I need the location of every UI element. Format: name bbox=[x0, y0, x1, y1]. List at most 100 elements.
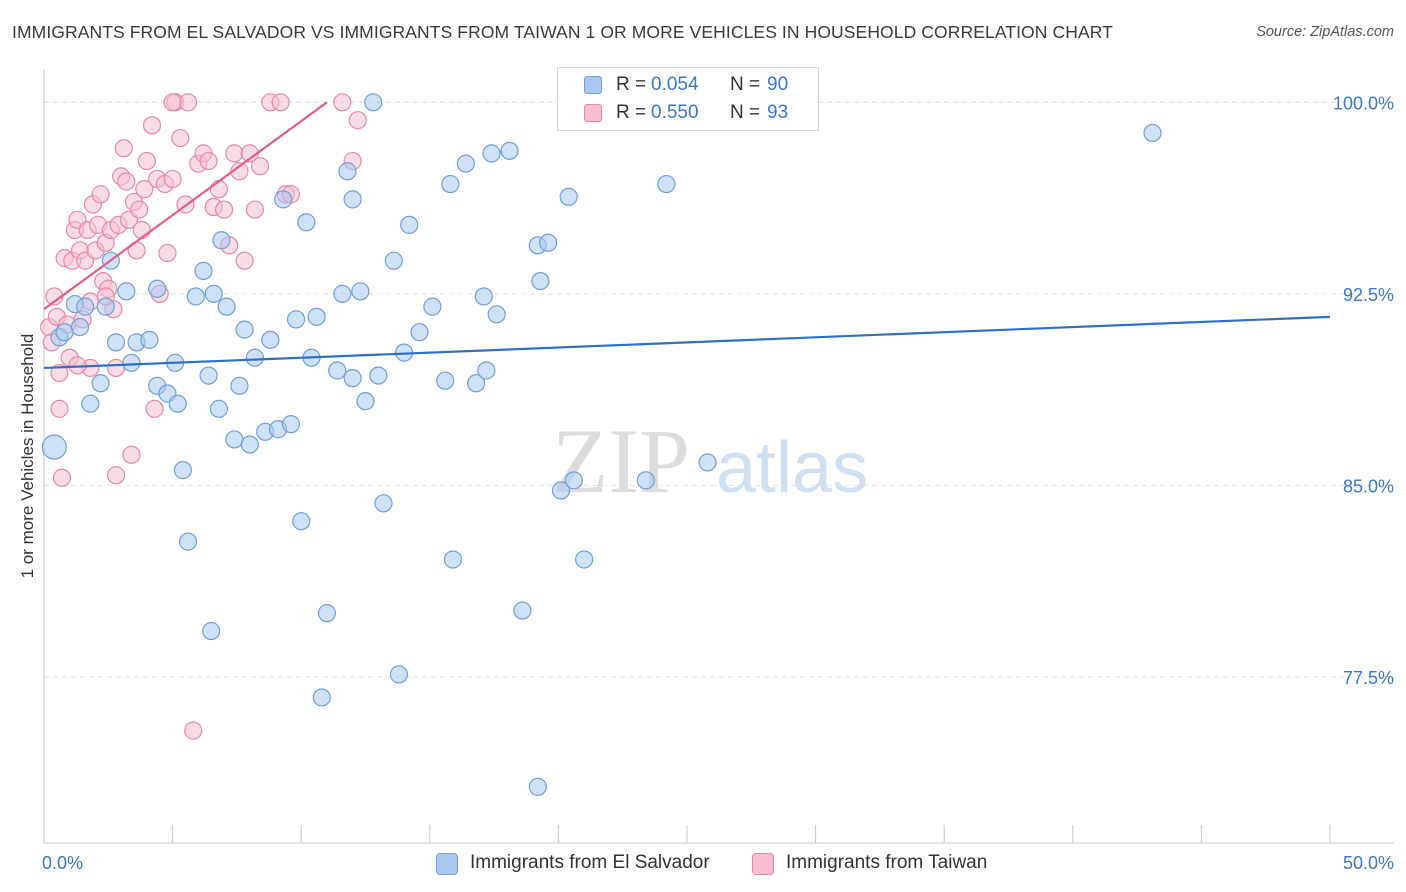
taiwan-point bbox=[114, 139, 133, 158]
taiwan-point bbox=[50, 363, 69, 383]
el-salvador-point bbox=[261, 330, 280, 349]
taiwan-point bbox=[50, 399, 69, 418]
y-tick-label: 100.0% bbox=[1333, 93, 1394, 113]
pink-swatch bbox=[584, 104, 602, 122]
taiwan-point bbox=[142, 116, 162, 135]
taiwan-point bbox=[117, 172, 136, 191]
el-salvador-point bbox=[374, 494, 393, 513]
el-salvador-point bbox=[55, 323, 74, 342]
series-taiwan-points bbox=[40, 93, 367, 740]
el-salvador-point bbox=[559, 187, 578, 206]
el-salvador-point bbox=[281, 415, 301, 434]
el-salvador-point bbox=[657, 174, 676, 194]
legend-swatch-blue bbox=[436, 853, 458, 875]
n-value-blue: 90 bbox=[767, 74, 789, 95]
el-salvador-point bbox=[338, 162, 357, 181]
el-salvador-point bbox=[477, 361, 496, 380]
watermark-zip: ZIP bbox=[552, 410, 690, 512]
el-salvador-point bbox=[217, 297, 236, 316]
trend-lines bbox=[43, 101, 1331, 370]
el-salvador-point bbox=[312, 688, 331, 707]
el-salvador-point bbox=[539, 233, 558, 252]
taiwan-point bbox=[235, 251, 254, 270]
watermark-atlas: atlas bbox=[716, 428, 868, 508]
el-salvador-point bbox=[531, 271, 550, 291]
el-salvador-point bbox=[122, 353, 141, 372]
stats-row-blue: R = 0.054 N = 90 bbox=[558, 72, 818, 100]
axes bbox=[43, 70, 1394, 844]
el-salvador-point bbox=[245, 348, 265, 367]
taiwan-point bbox=[137, 151, 156, 171]
y-tick-label: 92.5% bbox=[1343, 285, 1394, 305]
r-label: R = bbox=[616, 74, 647, 95]
y-axis-label: 1 or more Vehicles in Household bbox=[18, 334, 37, 579]
el-salvador-point bbox=[140, 330, 159, 349]
el-salvador-point bbox=[564, 471, 583, 490]
r-label: R = bbox=[616, 102, 647, 123]
el-salvador-point bbox=[230, 376, 249, 395]
x-tick-label-max: 50.0% bbox=[1343, 853, 1394, 873]
el-salvador-point bbox=[235, 320, 254, 339]
taiwan-point bbox=[271, 93, 290, 112]
taiwan-point bbox=[106, 358, 126, 378]
legend-label-el-salvador: Immigrants from El Salvador bbox=[470, 852, 710, 873]
el-salvador-point bbox=[698, 453, 717, 472]
el-salvador-point bbox=[474, 287, 493, 306]
taiwan-point bbox=[122, 445, 141, 464]
el-salvador-point bbox=[297, 213, 316, 232]
el-salvador-point bbox=[209, 399, 228, 418]
el-salvador-point bbox=[528, 777, 547, 796]
el-salvador-point bbox=[240, 435, 259, 454]
el-salvador-point bbox=[81, 394, 100, 413]
el-salvador-point bbox=[400, 215, 419, 235]
taiwan-point bbox=[145, 399, 164, 418]
el-salvador-point bbox=[117, 282, 136, 301]
taiwan-point bbox=[163, 93, 182, 112]
taiwan-point bbox=[158, 243, 177, 263]
el-salvador-point bbox=[333, 284, 352, 303]
y-tick-label: 77.5% bbox=[1343, 668, 1394, 688]
el-salvador-point bbox=[148, 279, 167, 298]
taiwan-point bbox=[348, 111, 367, 130]
el-salvador-point bbox=[199, 366, 218, 385]
r-value-pink: 0.550 bbox=[651, 102, 699, 123]
el-salvador-point bbox=[482, 144, 501, 163]
el-salvador-point bbox=[96, 297, 115, 316]
taiwan-point bbox=[132, 220, 151, 240]
el-salvador-point bbox=[292, 512, 311, 531]
el-salvador-point bbox=[441, 174, 460, 194]
taiwan-point bbox=[91, 185, 110, 204]
legend-label-taiwan: Immigrants from Taiwan bbox=[786, 852, 988, 873]
trend-line-el-salvador bbox=[43, 315, 1331, 370]
source-label: Source: ZipAtlas.com bbox=[1256, 24, 1394, 40]
n-label: N = bbox=[730, 102, 761, 123]
el-salvador-point bbox=[307, 307, 326, 326]
el-salvador-point bbox=[443, 550, 463, 569]
y-tick-label: 85.0% bbox=[1343, 476, 1394, 496]
el-salvador-point bbox=[487, 305, 506, 324]
el-salvador-point bbox=[551, 481, 571, 500]
taiwan-point bbox=[171, 128, 190, 148]
el-salvador-point bbox=[328, 361, 347, 380]
el-salvador-point bbox=[91, 374, 110, 393]
taiwan-point bbox=[52, 468, 72, 487]
el-salvador-point bbox=[168, 394, 187, 413]
taiwan-point bbox=[225, 144, 244, 163]
n-label: N = bbox=[730, 74, 761, 95]
el-salvador-point bbox=[436, 371, 455, 390]
watermark: ZIP atlas bbox=[552, 410, 868, 512]
el-salvador-point bbox=[364, 93, 383, 112]
taiwan-point bbox=[178, 93, 198, 112]
taiwan-point bbox=[250, 157, 270, 176]
taiwan-point bbox=[214, 200, 234, 219]
taiwan-point bbox=[184, 721, 203, 740]
legend-swatch-pink bbox=[752, 853, 774, 875]
taiwan-point bbox=[209, 180, 228, 199]
taiwan-point bbox=[199, 151, 218, 171]
el-salvador-point bbox=[70, 317, 90, 337]
el-salvador-point bbox=[76, 297, 95, 316]
r-value-blue: 0.054 bbox=[651, 74, 699, 95]
el-salvador-point bbox=[369, 366, 388, 385]
chart-title: IMMIGRANTS FROM EL SALVADOR VS IMMIGRANT… bbox=[12, 22, 1113, 42]
